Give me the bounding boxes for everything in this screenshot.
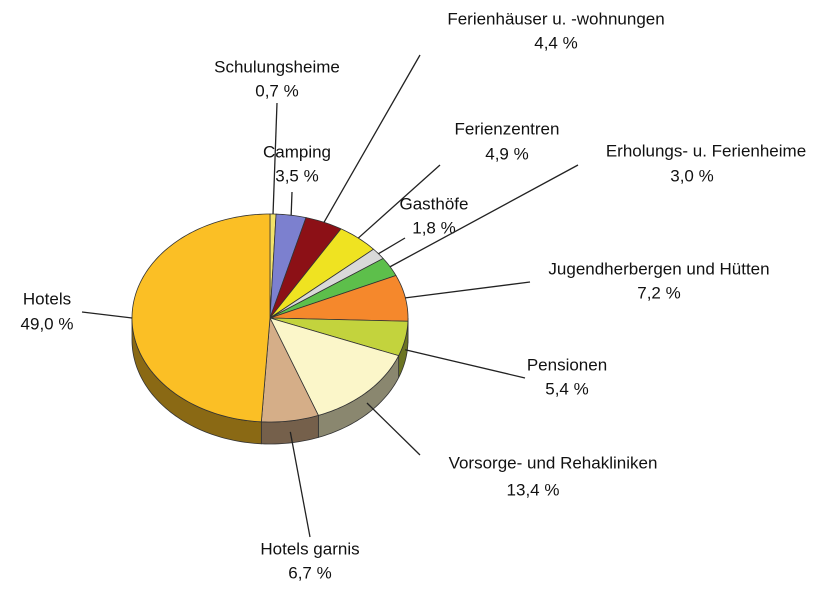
- leader-line: [405, 282, 530, 298]
- value-label: 0,7 %: [255, 81, 298, 100]
- category-label: Ferienhäuser u. -wohnungen: [447, 9, 664, 28]
- leader-line: [290, 432, 310, 537]
- category-label: Hotels: [23, 289, 71, 308]
- value-label: 7,2 %: [637, 283, 680, 302]
- leader-line: [405, 350, 525, 378]
- leader-line: [390, 165, 578, 267]
- leader-line: [379, 238, 405, 254]
- category-label: Erholungs- u. Ferienheime: [606, 141, 806, 160]
- value-label: 49,0 %: [21, 314, 74, 333]
- category-label: Jugendherbergen und Hütten: [548, 259, 769, 278]
- value-label: 6,7 %: [288, 563, 331, 582]
- value-label: 3,5 %: [275, 166, 318, 185]
- category-label: Gasthöfe: [400, 194, 469, 213]
- value-label: 5,4 %: [545, 379, 588, 398]
- value-label: 13,4 %: [507, 480, 560, 499]
- category-label: Ferienzentren: [455, 119, 560, 138]
- leader-line: [82, 312, 132, 318]
- category-label: Hotels garnis: [260, 539, 359, 558]
- value-label: 4,9 %: [485, 144, 528, 163]
- category-label: Camping: [263, 142, 331, 161]
- category-label: Schulungsheime: [214, 57, 340, 76]
- leader-line: [367, 403, 420, 455]
- leader-line: [291, 192, 292, 215]
- value-label: 4,4 %: [534, 33, 577, 52]
- value-label: 3,0 %: [670, 166, 713, 185]
- category-label: Pensionen: [527, 355, 607, 374]
- category-label: Vorsorge- und Rehakliniken: [449, 453, 658, 472]
